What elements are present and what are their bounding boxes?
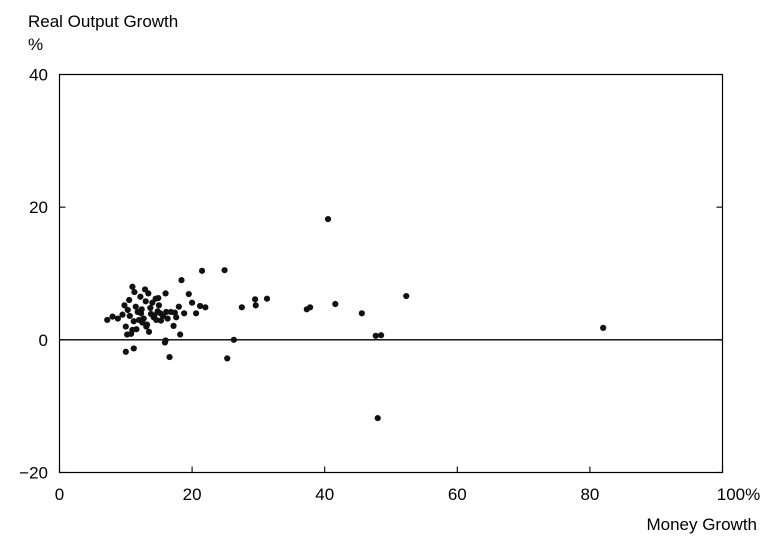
- scatter-point: [175, 303, 182, 310]
- scatter-point: [119, 311, 126, 318]
- scatter-point: [374, 415, 381, 422]
- scatter-point: [109, 313, 116, 320]
- scatter-point: [177, 331, 184, 338]
- scatter-point: [230, 336, 237, 343]
- scatter-point: [358, 310, 365, 317]
- scatter-point: [137, 310, 145, 317]
- scatter-point: [252, 302, 259, 309]
- scatter-point: [181, 310, 188, 317]
- scatter-point: [142, 298, 149, 305]
- scatter-point: [157, 310, 164, 317]
- y-axis: −20 0 20 40: [19, 66, 723, 483]
- y-axis-unit-label: %: [28, 35, 43, 54]
- scatter-point: [147, 304, 154, 312]
- scatter-point: [372, 332, 379, 339]
- y-tick-label: 0: [39, 331, 48, 350]
- scatter-point: [332, 300, 339, 308]
- scatter-point: [189, 299, 196, 306]
- y-tick-label: 40: [29, 66, 48, 85]
- scatter-point: [198, 267, 206, 274]
- scatter-point: [153, 316, 160, 324]
- scatter-point: [145, 328, 153, 335]
- scatter-point: [171, 309, 178, 316]
- scatter-point: [126, 312, 133, 320]
- scatter-point: [141, 286, 149, 293]
- scatter-point: [104, 316, 111, 324]
- scatter-point: [128, 330, 135, 337]
- scatter-point: [202, 304, 209, 311]
- scatter-point: [126, 296, 133, 304]
- scatter-point: [155, 302, 163, 309]
- scatter-point: [143, 323, 150, 330]
- scatter-point: [157, 317, 165, 324]
- scatter-point: [147, 310, 155, 318]
- scatter-point: [164, 315, 171, 322]
- scatter-point: [221, 267, 228, 274]
- scatter-point: [130, 345, 137, 352]
- x-tick-label: 40: [315, 485, 334, 504]
- scatter-point: [238, 304, 245, 311]
- scatter-point: [377, 332, 385, 339]
- scatter-point: [196, 302, 204, 310]
- scatter-point: [155, 294, 162, 302]
- x-tick-label: 80: [580, 485, 599, 504]
- scatter-point: [163, 308, 170, 316]
- scatter-point: [131, 288, 138, 296]
- scatter-point: [114, 315, 121, 322]
- y-axis-label: Real Output Growth: [28, 12, 178, 31]
- x-tick-label: 100%: [717, 485, 760, 504]
- scatter-point: [129, 283, 136, 290]
- x-tick-label: 60: [448, 485, 467, 504]
- scatter-point: [121, 302, 128, 309]
- scatter-point: [263, 295, 271, 302]
- x-axis-label: Money Growth: [646, 515, 757, 534]
- x-axis: 0 20 40 60 80 100%: [55, 466, 760, 504]
- scatter-point: [124, 306, 131, 314]
- scatter-point: [139, 319, 146, 326]
- scatter-point: [122, 323, 129, 330]
- scatter-point: [324, 216, 332, 223]
- scatter-point: [600, 324, 607, 331]
- y-tick-label: 20: [29, 198, 48, 217]
- scatter-point: [307, 304, 314, 311]
- scatter-point: [137, 293, 144, 300]
- scatter-point: [162, 337, 169, 344]
- scatter-point: [403, 292, 410, 300]
- scatter-point: [251, 296, 259, 303]
- scatter-point: [185, 290, 192, 298]
- x-tick-label: 0: [55, 485, 64, 504]
- scatter-point: [178, 277, 185, 284]
- x-tick-label: 20: [183, 485, 202, 504]
- scatter-point: [122, 348, 129, 355]
- scatter-points: [104, 216, 607, 422]
- scatter-point: [133, 326, 140, 333]
- scatter-point: [224, 355, 231, 362]
- scatter-point: [132, 303, 139, 310]
- scatter-point: [170, 322, 177, 329]
- scatter-point: [162, 290, 169, 297]
- plot-frame: [58, 73, 724, 474]
- y-tick-label: −20: [19, 464, 48, 483]
- scatter-point: [130, 318, 137, 325]
- scatter-point: [192, 310, 200, 317]
- scatter-point: [166, 353, 173, 361]
